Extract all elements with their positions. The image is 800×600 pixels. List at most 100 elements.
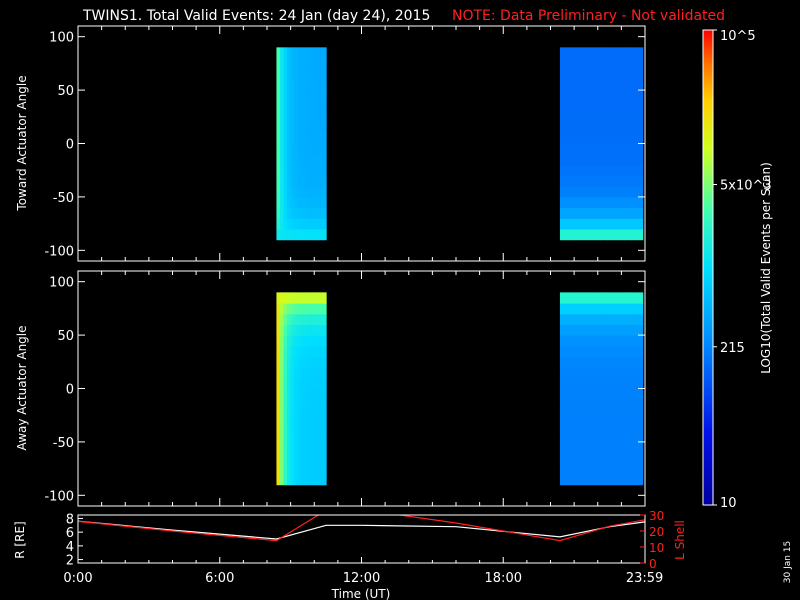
heatmap-cell xyxy=(322,388,327,400)
heatmap-cell xyxy=(304,303,309,315)
heatmap-cell xyxy=(613,377,620,390)
heatmap-cell xyxy=(571,313,579,326)
heatmap-cell xyxy=(294,122,299,134)
heatmap-cell xyxy=(279,399,285,411)
heatmap-cell xyxy=(577,303,585,315)
heatmap-cell xyxy=(287,90,292,102)
heatmap-cell xyxy=(308,388,313,400)
heatmap-cell xyxy=(571,463,579,475)
heatmap-cell xyxy=(304,345,309,358)
heatmap-cell xyxy=(636,68,644,81)
heatmap-cell xyxy=(571,377,579,390)
heatmap-cell xyxy=(619,473,626,486)
heatmap-cell xyxy=(565,196,573,209)
heatmap-cell xyxy=(624,399,632,411)
heatmap-cell xyxy=(283,388,288,400)
heatmap-cell xyxy=(297,47,302,59)
heatmap-cell xyxy=(613,58,620,70)
heatmap-cell xyxy=(318,143,324,155)
heatmap-cell xyxy=(613,79,620,91)
heatmap-cell xyxy=(290,79,295,91)
heatmap-cell xyxy=(297,335,302,347)
heatmap-cell xyxy=(636,356,644,368)
heatmap-cell xyxy=(279,154,285,166)
heatmap-cell xyxy=(577,441,585,454)
heatmap-cell xyxy=(595,473,602,486)
heatmap-cell xyxy=(624,122,632,134)
heatmap-cell xyxy=(283,473,288,486)
heatmap-cell xyxy=(294,186,299,198)
heatmap-cell xyxy=(589,132,596,145)
heatmap-cell xyxy=(287,367,292,379)
heatmap-cell xyxy=(583,292,591,304)
heatmap-cell xyxy=(297,431,302,443)
heatmap-cell xyxy=(308,175,313,187)
heatmap-cell xyxy=(577,58,585,70)
heatmap-cell xyxy=(294,292,299,304)
heatmap-cell xyxy=(583,420,591,432)
heatmap-cell xyxy=(607,441,614,454)
y-tick-label: -100 xyxy=(44,489,74,504)
heatmap-cell xyxy=(283,143,288,155)
heatmap-cell xyxy=(311,90,317,102)
heatmap-cell xyxy=(607,420,614,432)
heatmap-cell xyxy=(577,100,585,113)
away-y-axis-label: Away Actuator Angle xyxy=(15,325,29,450)
heatmap-cell xyxy=(297,324,302,336)
heatmap-cell xyxy=(601,420,608,432)
time-tick-label: 23:59 xyxy=(626,571,663,586)
heatmap-cell xyxy=(565,58,573,70)
heatmap-cell xyxy=(294,196,299,209)
heatmap-cell xyxy=(589,47,596,59)
heatmap-cell xyxy=(301,154,306,166)
heatmap-cell xyxy=(619,228,626,241)
heatmap-cell xyxy=(559,100,567,113)
heatmap-cell xyxy=(279,218,285,230)
heatmap-cell xyxy=(279,68,285,81)
heatmap-cell xyxy=(311,431,317,443)
heatmap-cell xyxy=(318,473,324,486)
heatmap-cell xyxy=(287,228,292,241)
heatmap-cell xyxy=(287,463,292,475)
heatmap-cell xyxy=(283,463,288,475)
heatmap-cell xyxy=(294,111,299,123)
heatmap-cell xyxy=(595,292,602,304)
heatmap-cell xyxy=(583,218,591,230)
heatmap-cell xyxy=(619,175,626,187)
heatmap-cell xyxy=(322,324,327,336)
heatmap-cell xyxy=(315,367,320,379)
heatmap-cell xyxy=(619,111,626,123)
heatmap-cell xyxy=(322,58,327,70)
heatmap-cell xyxy=(601,186,608,198)
heatmap-cell xyxy=(322,132,327,145)
heatmap-cell xyxy=(571,228,579,241)
heatmap-cell xyxy=(595,367,602,379)
heatmap-cell xyxy=(589,100,596,113)
heatmap-cell xyxy=(283,292,288,304)
heatmap-cell xyxy=(613,292,620,304)
heatmap-cell xyxy=(613,228,620,241)
heatmap-cell xyxy=(290,218,295,230)
heatmap-cell xyxy=(636,292,644,304)
heatmap-cell xyxy=(304,207,309,219)
heatmap-cell xyxy=(589,196,596,209)
heatmap-cell xyxy=(630,90,638,102)
heatmap-cell xyxy=(559,186,567,198)
heatmap-cell xyxy=(290,409,295,422)
heatmap-cell xyxy=(279,313,285,326)
heatmap-cell xyxy=(304,463,309,475)
heatmap-cell xyxy=(276,122,281,134)
heatmap-cell xyxy=(283,345,288,358)
heatmap-cell xyxy=(630,377,638,390)
heatmap-cell xyxy=(315,324,320,336)
heatmap-cell xyxy=(294,143,299,155)
heatmap-cell xyxy=(290,111,295,123)
heatmap-cell xyxy=(607,143,614,155)
heatmap-cell xyxy=(583,132,591,145)
heatmap-cell xyxy=(279,58,285,70)
heatmap-cell xyxy=(624,207,632,219)
heatmap-cell xyxy=(607,463,614,475)
heatmap-cell xyxy=(276,399,281,411)
heatmap-cell xyxy=(318,409,324,422)
